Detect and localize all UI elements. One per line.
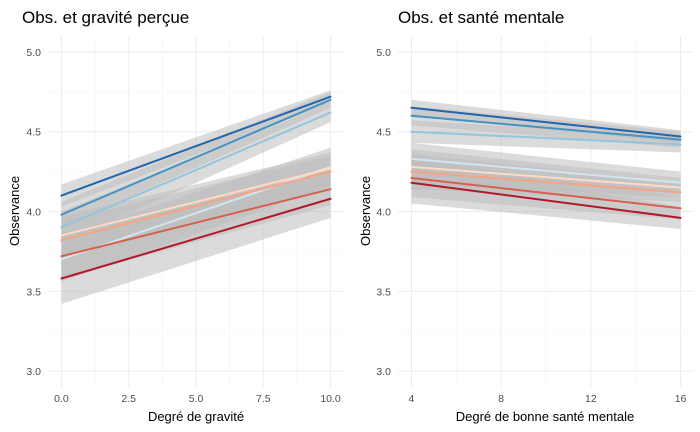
y-axis-title: Observance bbox=[358, 176, 373, 246]
x-tick-label: 7.5 bbox=[256, 393, 271, 405]
confidence-bands bbox=[411, 99, 681, 230]
y-tick-label: 3.0 bbox=[376, 366, 391, 378]
ci-band bbox=[411, 162, 681, 230]
series-lines bbox=[410, 106, 682, 219]
chart-title: Obs. et santé mentale bbox=[398, 8, 564, 27]
series-line bbox=[60, 167, 332, 237]
series-line bbox=[60, 170, 332, 242]
y-tick-label: 5.0 bbox=[26, 47, 41, 59]
confidence-bands bbox=[61, 90, 331, 305]
series-line bbox=[60, 188, 332, 258]
x-tick-labels: 0.0 2.5 5.0 7.5 10.0 bbox=[54, 393, 341, 405]
x-tick-label: 4 bbox=[409, 393, 415, 405]
y-tick-labels: 3.0 3.5 4.0 4.5 5.0 bbox=[26, 47, 41, 378]
y-axis-title: Observance bbox=[7, 176, 22, 246]
y-tick-label: 4.0 bbox=[376, 207, 391, 219]
y-tick-label: 5.0 bbox=[376, 47, 391, 59]
y-tick-labels: 3.0 3.5 4.0 4.5 5.0 bbox=[376, 47, 391, 378]
x-tick-label: 16 bbox=[675, 393, 687, 405]
x-tick-label: 2.5 bbox=[121, 393, 136, 405]
series-line bbox=[410, 106, 682, 138]
x-tick-labels: 4 8 12 16 bbox=[409, 393, 687, 405]
ci-band bbox=[61, 179, 331, 305]
series-line bbox=[410, 130, 682, 146]
chart-title: Obs. et gravité perçue bbox=[22, 8, 189, 27]
series-line bbox=[60, 98, 332, 216]
series-line bbox=[410, 157, 682, 184]
series-line bbox=[60, 95, 332, 197]
series-line bbox=[60, 111, 332, 229]
panel-sante-mentale: Obs. et santé mentale 4 8 12 16 3.0 3.5 4.0 4.… bbox=[358, 8, 694, 424]
y-tick-label: 4.0 bbox=[26, 207, 41, 219]
y-tick-label: 3.5 bbox=[376, 286, 391, 298]
x-tick-label: 8 bbox=[498, 393, 504, 405]
x-tick-label: 5.0 bbox=[189, 393, 204, 405]
ci-band bbox=[411, 120, 681, 153]
y-tick-label: 4.5 bbox=[376, 127, 391, 139]
series-lines bbox=[60, 95, 332, 280]
x-axis-title: Degré de gravité bbox=[148, 409, 244, 424]
x-axis-title: Degré de bonne santé mentale bbox=[456, 409, 635, 424]
x-tick-label: 10.0 bbox=[320, 393, 341, 405]
series-line bbox=[410, 165, 682, 189]
series-line bbox=[60, 197, 332, 280]
x-tick-label: 0.0 bbox=[54, 393, 69, 405]
series-line bbox=[410, 170, 682, 194]
panel-gravite: Obs. et gravité perçue 0.0 2.5 5.0 7.5 10.0 … bbox=[7, 8, 344, 424]
y-tick-label: 3.5 bbox=[26, 286, 41, 298]
y-tick-label: 4.5 bbox=[26, 127, 41, 139]
y-tick-label: 3.0 bbox=[26, 366, 41, 378]
x-tick-label: 12 bbox=[585, 393, 597, 405]
series-line bbox=[410, 114, 682, 141]
series-line bbox=[410, 176, 682, 210]
series-line bbox=[410, 181, 682, 219]
